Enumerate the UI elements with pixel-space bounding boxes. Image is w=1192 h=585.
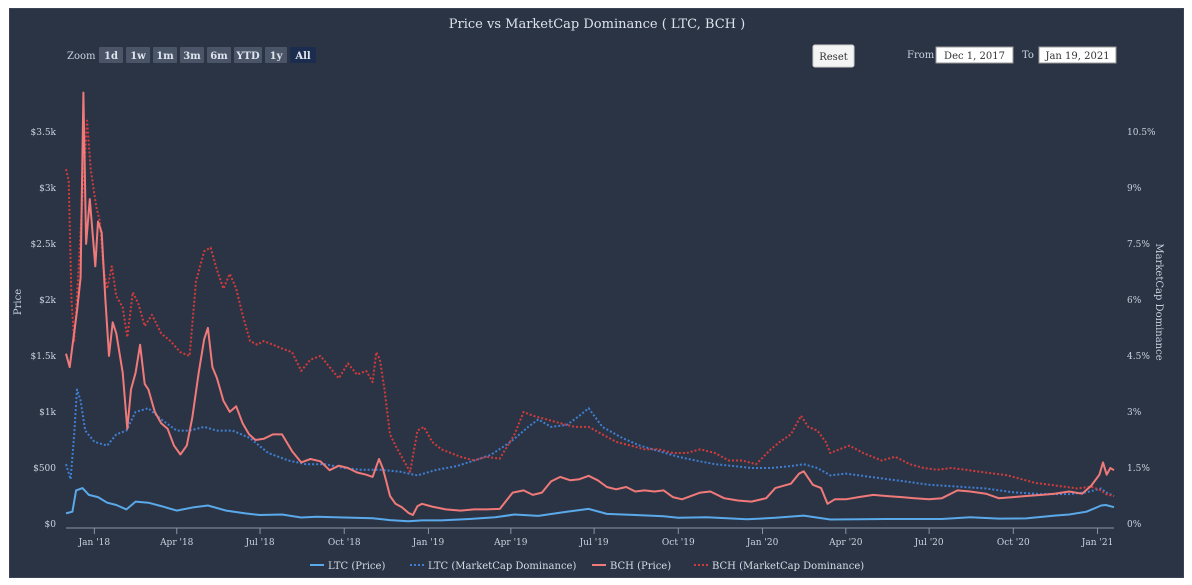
y-right-tick-label: 10.5% bbox=[1127, 128, 1156, 138]
zoom-button-1w[interactable]: 1w bbox=[126, 47, 150, 63]
series-line-ltc-marketcap-dominance[interactable] bbox=[65, 388, 1115, 497]
from-label: From bbox=[907, 50, 935, 61]
y-right-tick-label: 0% bbox=[1127, 520, 1142, 530]
zoom-button-label: 1m bbox=[156, 51, 174, 62]
y-left-tick-label: $1k bbox=[39, 408, 56, 418]
legend-label: BCH (MarketCap Dominance) bbox=[712, 561, 864, 572]
y-right-tick-label: 4.5% bbox=[1127, 352, 1150, 362]
to-date-input[interactable]: Jan 19, 2021 bbox=[1038, 46, 1117, 64]
y-axis-right: 0% 1.5% 3% 4.5% 6% 7.5% 9% 10.5% bbox=[1127, 128, 1156, 530]
zoom-button-label: All bbox=[294, 51, 311, 62]
x-tick-label: Apr '19 bbox=[493, 538, 528, 548]
legend-item[interactable]: LTC (MarketCap Dominance) bbox=[410, 561, 576, 572]
zoom-button-label: YTD bbox=[235, 51, 260, 62]
legend-label: BCH (Price) bbox=[610, 561, 671, 572]
x-tick-label: Jan '21 bbox=[1081, 538, 1114, 548]
y-right-tick-label: 3% bbox=[1127, 408, 1142, 418]
series-layer bbox=[65, 91, 1115, 523]
y-left-tick-label: $500 bbox=[33, 464, 56, 474]
from-date-value: Dec 1, 2017 bbox=[944, 51, 1005, 62]
legend-label: LTC (MarketCap Dominance) bbox=[428, 561, 576, 572]
x-tick-label: Jan '20 bbox=[746, 538, 779, 548]
y-right-tick-label: 9% bbox=[1127, 184, 1142, 194]
y-left-tick-label: $1.5k bbox=[31, 352, 57, 362]
chart-svg: Price vs MarketCap Dominance ( LTC, BCH … bbox=[13, 17, 1164, 572]
zoom-control: Zoom 1d 1w 1m 3m 6m YTD 1y All bbox=[67, 47, 316, 63]
zoom-button-label: 1y bbox=[270, 51, 284, 62]
y-left-tick-label: $2.5k bbox=[31, 240, 57, 250]
series-line-bch-marketcap-dominance[interactable] bbox=[65, 119, 1115, 497]
to-date-value: Jan 19, 2021 bbox=[1044, 51, 1109, 62]
zoom-button-3m[interactable]: 3m bbox=[180, 47, 204, 63]
y-right-tick-label: 7.5% bbox=[1127, 240, 1150, 250]
zoom-button-label: 1w bbox=[130, 51, 146, 62]
chart-title: Price vs MarketCap Dominance ( LTC, BCH … bbox=[449, 17, 745, 32]
legend-item[interactable]: BCH (MarketCap Dominance) bbox=[694, 561, 864, 572]
x-tick-label: Jul '18 bbox=[245, 538, 275, 548]
chart-panel: Price vs MarketCap Dominance ( LTC, BCH … bbox=[9, 8, 1184, 578]
x-tick-label: Jul '20 bbox=[914, 538, 944, 548]
x-tick-label: Oct '18 bbox=[328, 538, 361, 548]
series-line-bch-price[interactable] bbox=[65, 91, 1115, 516]
y-left-tick-label: $3.5k bbox=[31, 128, 57, 138]
zoom-button-1d[interactable]: 1d bbox=[99, 47, 123, 63]
y-right-tick-label: 6% bbox=[1127, 296, 1142, 306]
zoom-button-label: 1d bbox=[104, 51, 118, 62]
zoom-label: Zoom bbox=[67, 51, 96, 62]
zoom-button-label: 3m bbox=[183, 51, 201, 62]
from-date-input[interactable]: Dec 1, 2017 bbox=[935, 46, 1014, 64]
series-line-ltc-price[interactable] bbox=[65, 487, 1115, 523]
zoom-button-6m[interactable]: 6m bbox=[207, 47, 231, 63]
legend-label: LTC (Price) bbox=[328, 561, 385, 572]
y-right-tick-label: 1.5% bbox=[1127, 464, 1150, 474]
x-tick-label: Jan '19 bbox=[412, 538, 445, 548]
x-axis: Jan '18 Apr '18 Jul '18 Oct '18 Jan '19 Apr '… bbox=[66, 527, 1114, 548]
x-tick-label: Apr '20 bbox=[828, 538, 863, 548]
zoom-button-all[interactable]: All bbox=[290, 47, 316, 63]
zoom-button-group: 1d 1w 1m 3m 6m YTD 1y All bbox=[99, 47, 316, 63]
y-axis-left-title: Price bbox=[13, 289, 24, 315]
x-tick-label: Jan '18 bbox=[78, 538, 111, 548]
zoom-button-1m[interactable]: 1m bbox=[153, 47, 177, 63]
reset-button-label: Reset bbox=[819, 52, 848, 63]
reset-button[interactable]: Reset bbox=[812, 44, 855, 68]
zoom-button-label: 6m bbox=[210, 51, 228, 62]
y-left-tick-label: $2k bbox=[39, 296, 56, 306]
x-tick-label: Oct '19 bbox=[662, 538, 695, 548]
zoom-button-1y[interactable]: 1y bbox=[265, 47, 287, 63]
x-tick-label: Oct '20 bbox=[997, 538, 1030, 548]
legend-item[interactable]: LTC (Price) bbox=[310, 561, 385, 572]
y-left-tick-label: $0 bbox=[45, 520, 57, 530]
y-left-tick-label: $3k bbox=[39, 184, 56, 194]
x-tick-label: Apr '18 bbox=[159, 538, 194, 548]
y-axis-left: $0 $500 $1k $1.5k $2k $2.5k $3k $3.5k bbox=[31, 128, 57, 530]
x-tick-label: Jul '19 bbox=[579, 538, 609, 548]
to-label: To bbox=[1022, 50, 1034, 61]
legend: LTC (Price) LTC (MarketCap Dominance) BCH … bbox=[310, 561, 864, 572]
y-axis-right-title: MarketCap Dominance bbox=[1153, 243, 1164, 360]
legend-item[interactable]: BCH (Price) bbox=[592, 561, 671, 572]
zoom-button-ytd[interactable]: YTD bbox=[234, 47, 262, 63]
